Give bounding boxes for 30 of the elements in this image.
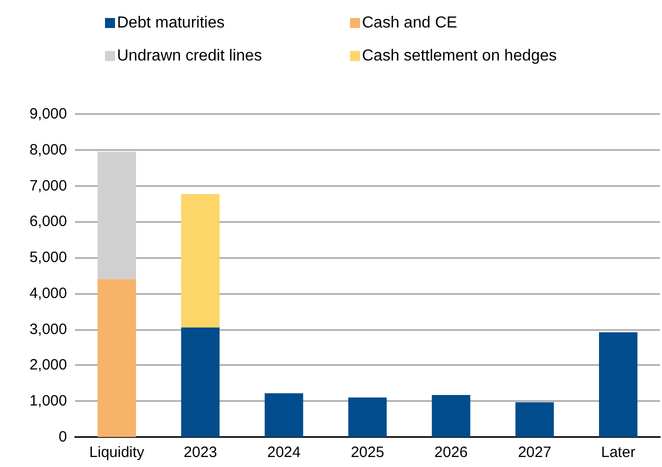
x-tick-label: 2026 xyxy=(434,444,468,461)
bar xyxy=(515,402,554,437)
y-tick-label: 8,000 xyxy=(29,141,67,158)
bar xyxy=(264,393,304,437)
x-tick-label: 2027 xyxy=(518,444,552,461)
bar xyxy=(181,328,220,437)
legend-label: Undrawn credit lines xyxy=(117,48,262,64)
bar xyxy=(181,194,220,328)
y-tick-label: 4,000 xyxy=(29,284,67,302)
y-tick-label: 1,000 xyxy=(29,392,67,410)
bar xyxy=(98,279,136,437)
legend-label: Debt maturities xyxy=(117,14,225,32)
y-tick-label: 9,000 xyxy=(29,106,67,122)
y-tick-label: 2,000 xyxy=(29,356,67,374)
x-tick-label: 2025 xyxy=(350,444,384,461)
x-tick-label: Liquidity xyxy=(89,444,145,461)
legend-label: Cash settlement on hedges xyxy=(362,48,557,64)
bar xyxy=(432,395,470,437)
y-tick-label: 6,000 xyxy=(29,213,67,230)
legend-label: Cash and CE xyxy=(362,14,458,32)
y-tick-label: 7,000 xyxy=(29,177,67,194)
bar xyxy=(598,332,638,437)
x-tick-label: 2024 xyxy=(267,444,301,461)
y-tick-label: 5,000 xyxy=(29,249,67,266)
x-tick-label: Later xyxy=(601,444,636,461)
bar xyxy=(98,152,136,280)
bar xyxy=(348,398,387,437)
x-tick-label: 2023 xyxy=(184,444,218,461)
y-tick-label: 3,000 xyxy=(29,320,67,338)
y-tick-label: 0 xyxy=(58,428,67,446)
